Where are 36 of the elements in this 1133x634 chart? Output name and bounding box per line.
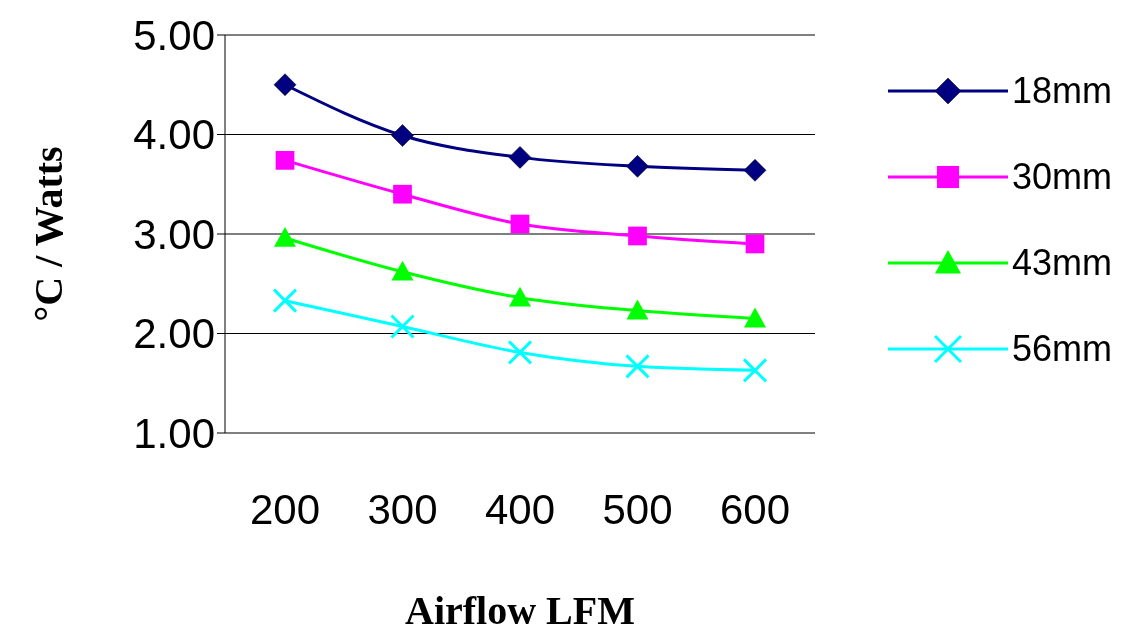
legend-label: 18mm [1012,70,1113,112]
point [743,159,767,182]
point [507,339,533,365]
x-tick-label: 400 [484,485,556,533]
point [628,226,647,246]
x-tick-label: 300 [367,485,438,533]
point [626,299,649,320]
point [625,353,650,379]
point [272,288,298,314]
point [390,314,415,340]
point [626,155,649,178]
y-tick-label: 4.00 [133,111,215,159]
x-tick-label: 600 [719,485,791,533]
x-tick-label: 200 [249,485,321,533]
y-axis-title: °C / Watts [26,146,72,322]
point [274,226,296,247]
point [391,124,414,147]
y-tick-label: 1.00 [133,409,215,457]
x-tick-label: 500 [602,485,673,533]
point [508,146,532,169]
legend-label: 43mm [1012,242,1113,284]
point [509,286,531,307]
point [742,357,768,383]
legend-label: 30mm [1012,156,1113,198]
point [391,260,414,281]
point [745,234,765,254]
legend-label: 56mm [1012,328,1113,370]
point [273,73,297,96]
y-tick-label: 2.00 [133,310,215,358]
point [275,151,295,170]
point [744,307,766,328]
y-tick-label: 5.00 [133,11,215,59]
point [510,214,530,234]
x-axis-title: Airflow LFM [405,588,635,633]
point [393,184,412,204]
y-tick-label: 3.00 [133,210,215,258]
